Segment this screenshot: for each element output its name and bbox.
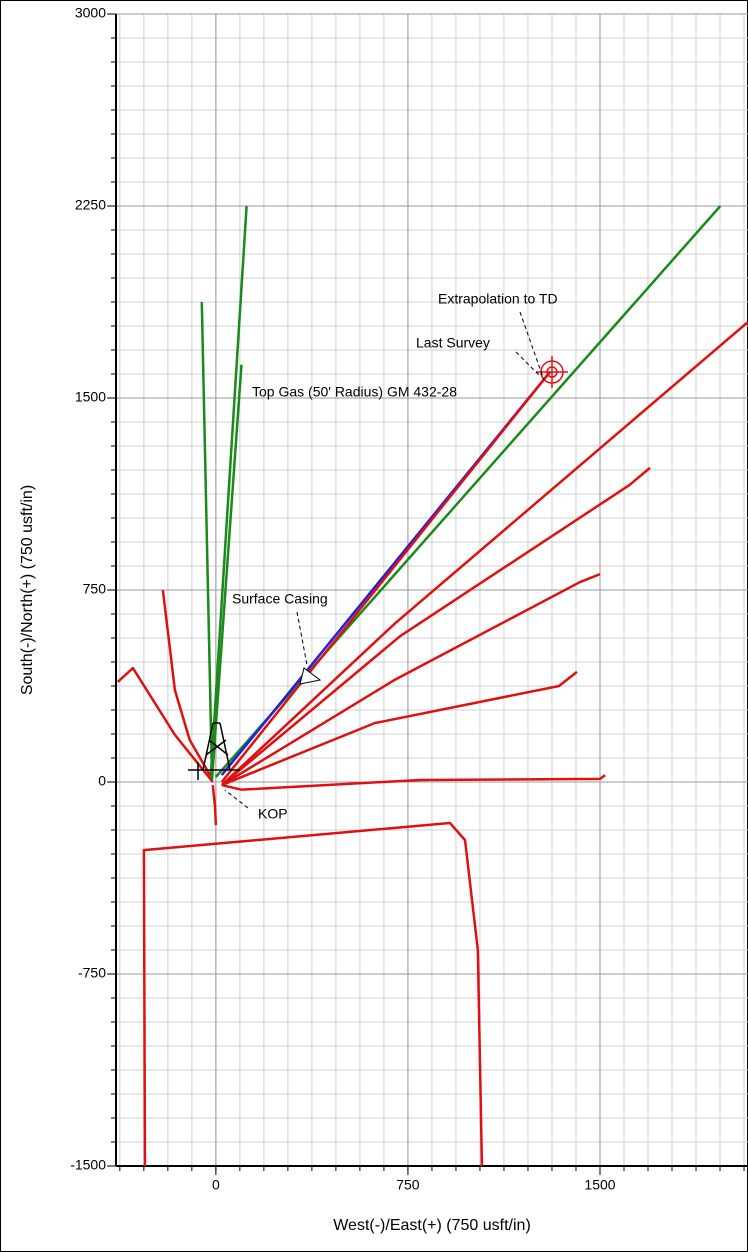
well-path: [210, 364, 243, 780]
well-path: [200, 301, 214, 780]
annotation: KOP: [258, 806, 288, 822]
annotation: Extrapolation to TD: [438, 291, 558, 307]
well-path: [209, 205, 248, 777]
decorations: [188, 311, 568, 809]
labels: Extrapolation to TD Last Survey Top Gas …: [19, 291, 557, 1235]
well-path: [214, 205, 722, 778]
y-tick-label: 3000: [75, 5, 106, 21]
y-tick-label: 2250: [75, 197, 106, 213]
well-path: [221, 774, 606, 791]
annotation: Top Gas (50' Radius) GM 432-28: [252, 384, 457, 400]
well-path: [220, 466, 651, 787]
y-tick-label: 0: [98, 773, 106, 789]
leaders: [224, 311, 545, 809]
casing-symbol: [299, 667, 322, 685]
well-path: [142, 821, 484, 1166]
well-path: [221, 670, 578, 787]
y-tick-label: 1500: [75, 389, 106, 405]
well-path: [211, 784, 218, 826]
y-tick-label: -750: [78, 965, 106, 981]
annotation: Surface Casing: [232, 591, 328, 607]
y-tick-label: 750: [83, 581, 107, 597]
y-axis-label: South(-)/North(+) (750 usft/in): [19, 485, 36, 695]
well-path: [221, 572, 601, 787]
grid: 0 750 1500 -1500 -750 0 750 1500 2250 3000: [70, 5, 748, 1193]
well-path: [161, 589, 212, 776]
x-tick-label: 750: [396, 1177, 420, 1193]
x-tick-label: 1500: [584, 1177, 615, 1193]
rig-icon: [188, 722, 240, 780]
annotation: Last Survey: [416, 335, 490, 351]
well-path: [116, 666, 214, 783]
plot: [116, 205, 748, 1166]
y-tick-label: -1500: [70, 1157, 106, 1173]
well-path: [220, 371, 552, 783]
x-tick-label: 0: [212, 1177, 220, 1193]
x-axis-label: West(-)/East(+) (750 usft/in): [333, 1217, 531, 1234]
well-path: [220, 321, 748, 786]
